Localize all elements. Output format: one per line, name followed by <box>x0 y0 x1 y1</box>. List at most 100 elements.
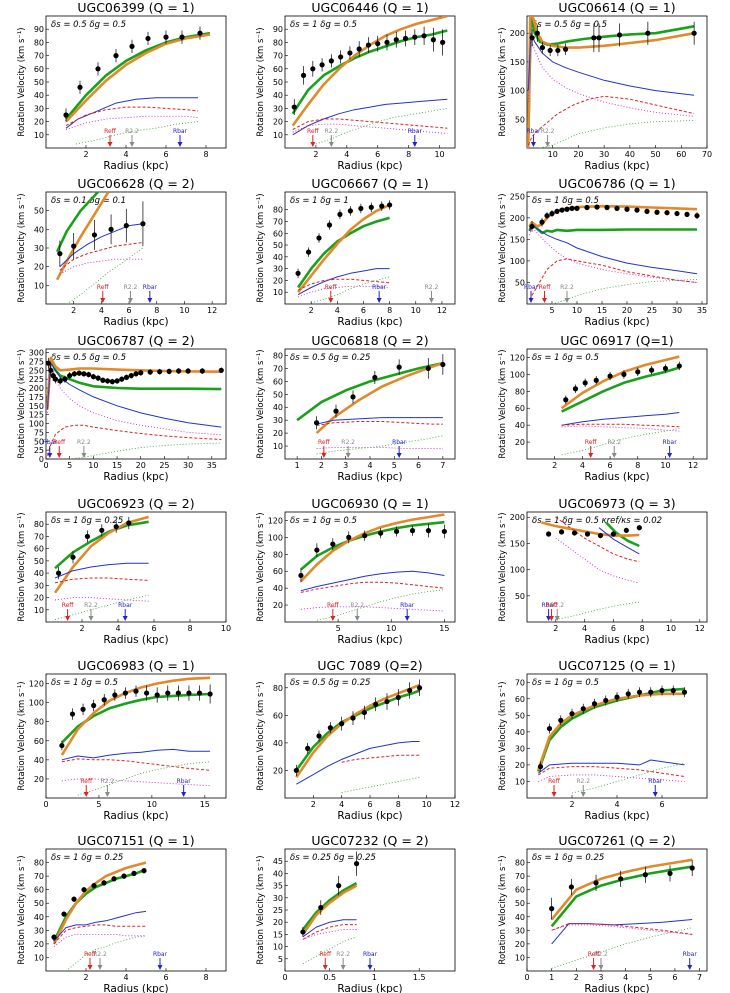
data-point <box>430 37 436 43</box>
y-tick-label: 20 <box>34 118 44 127</box>
radius-marker-head <box>122 616 128 621</box>
chart-panel-16: UGC07151 (Q = 1) δs = 1 δg = 0.25 2 4 6 8 10 20… <box>17 833 227 993</box>
series-red-dashed <box>538 766 685 777</box>
series-green-dotted <box>315 107 448 145</box>
radius-marker-head <box>376 298 382 303</box>
data-point <box>316 733 322 739</box>
y-tick-label: 40 <box>34 569 44 578</box>
parameter-label: δs = 1 δg = 0.5 <box>290 20 357 30</box>
data-point <box>402 35 409 42</box>
y-tick-label: 40 <box>273 584 283 593</box>
data-point <box>338 54 344 60</box>
y-axis-label: Rotation Velocity (km s⁻¹) <box>256 855 266 964</box>
y-tick-label: 80 <box>273 38 283 47</box>
radius-marker-label: Rbar <box>524 284 539 291</box>
data-point <box>546 725 553 732</box>
radius-marker-head <box>545 142 551 147</box>
data-point <box>112 692 118 698</box>
y-tick-label: 20 <box>515 940 525 949</box>
x-tick-label: 10 <box>660 461 670 470</box>
radius-marker-label: Rbar <box>542 602 557 609</box>
y-axis-label: Rotation Velocity (km s⁻¹) <box>256 349 266 458</box>
panel-title: UGC07125 (Q = 1) <box>558 658 675 673</box>
y-tick-label: 70 <box>273 364 283 373</box>
y-tick-label: 10 <box>34 606 44 615</box>
data-point <box>593 880 599 886</box>
data-point <box>90 374 96 380</box>
series-green-dotted <box>561 428 680 456</box>
data-point <box>614 205 620 211</box>
parameter-label: δs = 1 δg = 0.5 <box>290 516 357 526</box>
x-tick-label: 40 <box>625 150 635 159</box>
radius-marker-label: Reff <box>585 439 598 446</box>
parameter-label: δs = 0.5 δg = 0.25 <box>290 678 370 688</box>
parameter-label: δs = 1 δg = 0.5 <box>532 678 599 688</box>
series-green <box>527 16 695 137</box>
radius-marker-head <box>404 616 410 621</box>
y-tick-label: 60 <box>273 229 283 238</box>
x-axis-label: Radius (kpc) <box>584 160 649 172</box>
data-point <box>147 369 153 375</box>
radius-marker-head <box>554 616 560 621</box>
radius-marker-label: Rbar <box>173 128 188 135</box>
data-point <box>109 379 115 385</box>
data-point <box>618 876 624 882</box>
data-point <box>62 376 68 382</box>
y-tick-label: 60 <box>273 711 283 720</box>
radius-marker-label: R2.2 <box>350 602 364 609</box>
x-tick-label: 10 <box>548 150 558 159</box>
y-tick-label: 20 <box>273 118 283 127</box>
x-tick-label: 4 <box>614 800 619 809</box>
y-tick-label: 70 <box>515 678 525 687</box>
x-axis-label: Radius (kpc) <box>337 160 402 172</box>
x-tick-label: 8 <box>640 624 645 633</box>
data-point <box>440 361 446 368</box>
data-point <box>546 531 552 537</box>
y-axis-label: Rotation Velocity (km s⁻¹) <box>498 855 508 964</box>
data-point <box>642 872 648 878</box>
radius-marker-label: Rbar <box>648 778 663 785</box>
radius-marker-label: R2.2 <box>550 602 564 609</box>
x-axis-label: Radius (kpc) <box>584 983 649 993</box>
series-blue <box>46 362 222 428</box>
y-tick-label: 80 <box>273 550 283 559</box>
x-axis-label: Radius (kpc) <box>584 810 649 822</box>
data-point <box>165 690 171 696</box>
data-point <box>584 204 590 211</box>
x-tick-label: 2 <box>83 973 88 982</box>
y-tick-label: 40 <box>515 421 525 430</box>
radius-marker-label: Reff <box>97 284 110 291</box>
data-point <box>57 251 63 257</box>
y-axis-label: Rotation Velocity (km s⁻¹) <box>17 27 27 136</box>
y-tick-label: 20 <box>34 594 44 603</box>
radius-marker-label: R2.2 <box>576 778 590 785</box>
panel-title: UGC07151 (Q = 1) <box>77 833 194 848</box>
y-tick-label: 150 <box>510 235 525 244</box>
radius-marker-label: Reff <box>53 439 66 446</box>
data-point <box>616 32 623 38</box>
data-point <box>196 690 203 696</box>
y-tick-label: 30 <box>273 416 283 425</box>
series-red-dashed <box>316 421 443 426</box>
radius-marker-head <box>367 965 373 970</box>
chart-panel-6: UGC06786 (Q = 1) δs = 1 δg = 0.5 5 10 15 20 25… <box>498 176 708 328</box>
y-axis-label: Rotation Velocity (km s⁻¹) <box>17 193 27 302</box>
series-green-dotted <box>75 121 199 145</box>
x-tick-label: 15 <box>597 306 607 315</box>
y-tick-label: 100 <box>29 420 44 429</box>
data-point <box>558 529 565 535</box>
y-tick-label: 40 <box>515 728 525 737</box>
y-tick-label: 70 <box>273 217 283 226</box>
series-magenta-dotted <box>551 924 693 935</box>
y-tick-label: 40 <box>273 739 283 748</box>
data-point <box>654 209 660 215</box>
x-tick-label: 5 <box>392 461 397 470</box>
x-tick-label: 30 <box>599 150 609 159</box>
x-tick-label: 4 <box>335 306 340 315</box>
radius-marker-head <box>551 792 557 797</box>
data-point <box>421 33 427 39</box>
y-tick-label: 10 <box>34 281 44 290</box>
series-orange <box>550 858 693 921</box>
x-tick-label: 5 <box>67 461 72 470</box>
data-point <box>129 43 135 49</box>
